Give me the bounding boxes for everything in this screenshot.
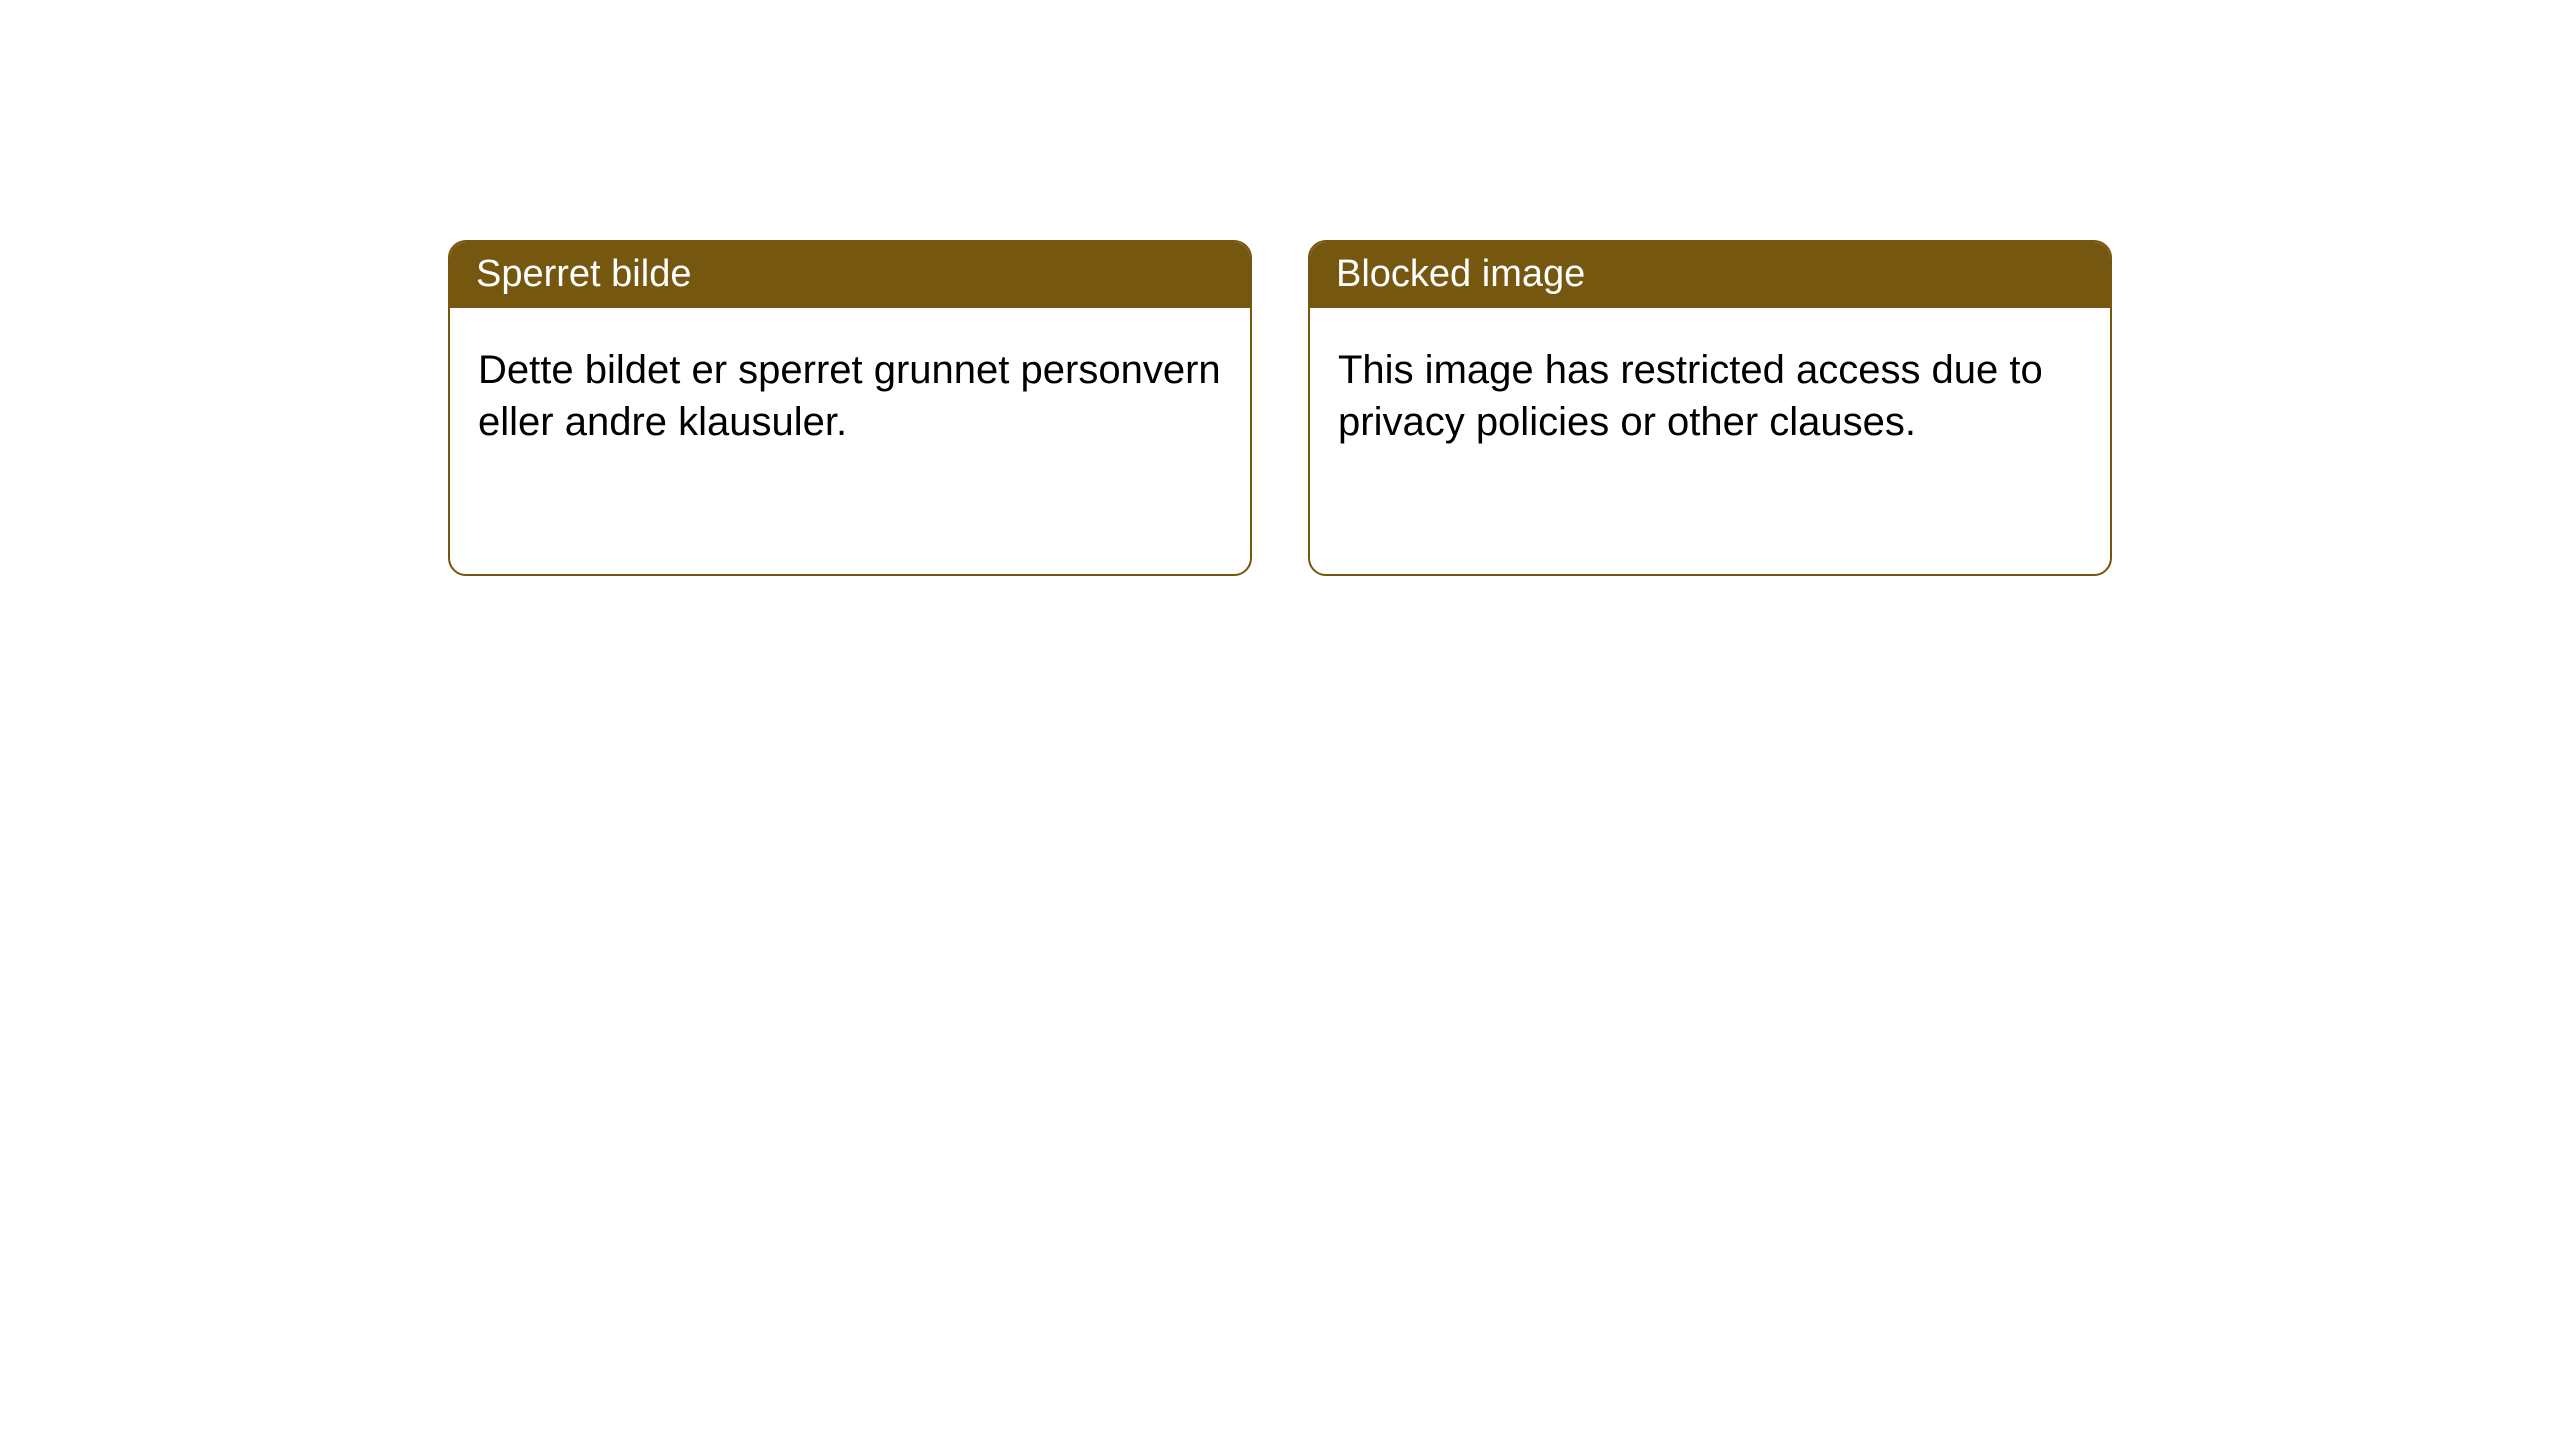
card-body-english: This image has restricted access due to … [1310,308,2110,486]
card-english: Blocked image This image has restricted … [1308,240,2112,576]
card-header-english: Blocked image [1310,242,2110,308]
blocked-image-cards: Sperret bilde Dette bildet er sperret gr… [448,240,2560,576]
card-header-norwegian: Sperret bilde [450,242,1250,308]
card-norwegian: Sperret bilde Dette bildet er sperret gr… [448,240,1252,576]
card-body-norwegian: Dette bildet er sperret grunnet personve… [450,308,1250,486]
